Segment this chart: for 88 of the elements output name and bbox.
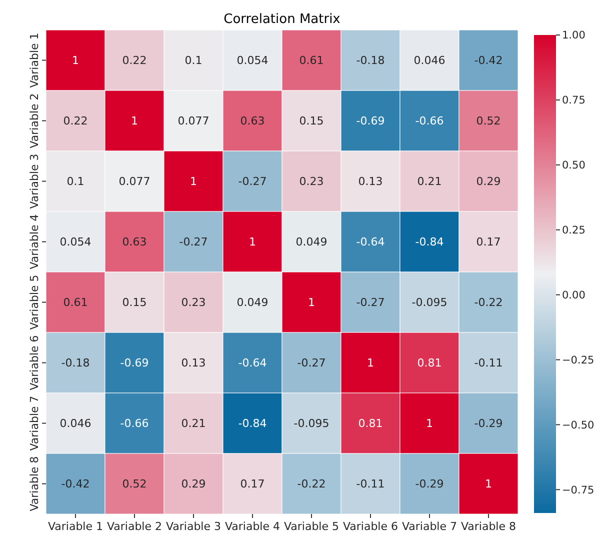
- data-label: 1: [249, 236, 256, 249]
- data-label: 0.52: [122, 478, 147, 491]
- data-label: -0.22: [474, 296, 503, 310]
- data-label: 0.1: [66, 175, 84, 188]
- data-label: 1: [308, 296, 315, 310]
- data-label: 0.13: [358, 175, 383, 188]
- data-label: -0.27: [297, 356, 326, 370]
- data-label: 1: [131, 114, 138, 128]
- data-label: -0.095: [294, 417, 330, 430]
- data-label: 0.22: [122, 54, 147, 68]
- data-label: 1: [367, 356, 374, 370]
- data-label: 0.22: [63, 114, 88, 128]
- data-label: -0.18: [61, 356, 90, 370]
- data-label: -0.11: [356, 478, 385, 491]
- color-bar-label: 0.50: [562, 160, 586, 172]
- chart-title: Correlation Matrix: [224, 12, 341, 27]
- data-label: 1: [190, 175, 197, 188]
- data-label: 0.1: [184, 54, 202, 68]
- data-label: -0.84: [415, 236, 444, 249]
- data-label: 0.29: [181, 478, 206, 491]
- data-label: 0.81: [358, 417, 383, 430]
- data-label: 0.046: [60, 417, 92, 430]
- data-label: -0.66: [415, 114, 444, 128]
- data-label: 0.054: [60, 236, 92, 249]
- data-label: 0.17: [476, 236, 501, 249]
- data-label: 1: [72, 54, 79, 68]
- x-tick-label: Variable 1: [48, 520, 104, 533]
- data-label: -0.22: [297, 478, 326, 491]
- data-label: -0.29: [415, 478, 444, 491]
- data-label: -0.42: [61, 478, 90, 491]
- data-label: -0.11: [474, 356, 503, 370]
- data-label: 0.077: [178, 114, 210, 128]
- data-label: 0.15: [122, 296, 147, 310]
- data-label: -0.66: [120, 417, 149, 430]
- data-label: -0.27: [179, 236, 208, 249]
- x-tick-label: Variable 7: [402, 520, 458, 533]
- data-label: 0.054: [236, 54, 268, 68]
- data-label: -0.64: [356, 236, 385, 249]
- x-tick-label: Variable 3: [166, 520, 222, 533]
- x-tick-label: Variable 2: [106, 520, 162, 533]
- color-bar-label: −0.75: [562, 484, 594, 496]
- color-bar-label: −0.50: [562, 419, 594, 432]
- color-bar-label: 1.00: [562, 30, 586, 42]
- data-label: 0.63: [240, 114, 265, 128]
- x-tick-label: Variable 4: [224, 520, 280, 533]
- data-label: -0.42: [474, 54, 503, 68]
- data-label: 0.15: [299, 114, 324, 128]
- color-bar-label: 0.25: [562, 224, 586, 237]
- data-label: 0.049: [296, 236, 328, 249]
- color-bar-label: −0.25: [562, 354, 594, 366]
- data-label: 0.29: [476, 175, 501, 188]
- color-bar-label: 0.00: [562, 289, 586, 302]
- data-label: -0.69: [120, 356, 149, 370]
- y-tick-label: Variable 5: [28, 274, 41, 330]
- data-label: -0.69: [356, 114, 385, 128]
- data-label: -0.64: [238, 356, 267, 370]
- data-label: 0.046: [414, 54, 446, 68]
- y-tick-label: Variable 4: [28, 214, 41, 270]
- y-tick-label: Variable 7: [28, 396, 41, 451]
- data-label: 0.049: [236, 296, 268, 310]
- data-label: -0.27: [238, 175, 267, 188]
- data-label: 0.23: [181, 296, 206, 310]
- data-label: 1: [485, 478, 492, 491]
- data-label: 0.61: [63, 296, 88, 310]
- y-tick-label: Variable 2: [28, 93, 41, 148]
- data-label: -0.18: [356, 54, 385, 68]
- data-label: 0.17: [240, 478, 265, 491]
- data-label: -0.095: [412, 296, 448, 310]
- data-label: -0.84: [238, 417, 267, 430]
- data-label: 0.63: [122, 236, 147, 249]
- color-bar-label: 0.75: [562, 94, 586, 107]
- x-tick-label: Variable 6: [342, 520, 398, 533]
- data-label: -0.27: [356, 296, 385, 310]
- data-label: 0.077: [118, 175, 150, 188]
- x-tick-label: Variable 8: [460, 520, 516, 533]
- data-label: 0.21: [417, 175, 442, 188]
- y-tick-label: Variable 6: [28, 335, 41, 390]
- data-label: 0.13: [181, 356, 206, 370]
- data-label: 0.61: [299, 54, 324, 68]
- y-tick-label: Variable 3: [28, 154, 41, 209]
- data-label: 1: [426, 417, 433, 430]
- y-tick-label: Variable 1: [28, 32, 41, 88]
- data-label: -0.29: [474, 417, 503, 430]
- data-label: 0.23: [299, 175, 324, 188]
- data-label: 0.21: [181, 417, 206, 430]
- x-tick-label: Variable 5: [284, 520, 340, 533]
- data-label: 0.52: [476, 114, 501, 128]
- data-label: 0.81: [417, 356, 442, 370]
